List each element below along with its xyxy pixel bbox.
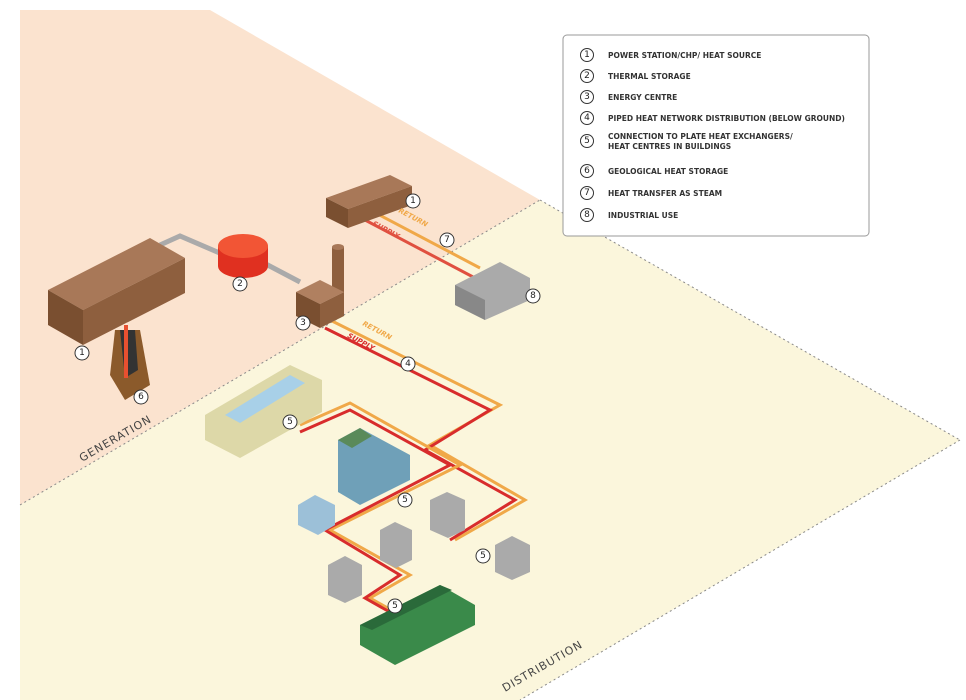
legend-label: THERMAL STORAGE bbox=[608, 72, 691, 81]
marker: 5 bbox=[476, 549, 490, 563]
legend-item: 4 bbox=[581, 112, 594, 125]
thermal-storage bbox=[218, 234, 268, 278]
legend: 1 POWER STATION/CHP/ HEAT SOURCE 2 THERMAL … bbox=[563, 35, 869, 236]
legend-item: 1 bbox=[581, 49, 594, 62]
legend-number: 2 bbox=[584, 71, 590, 81]
marker: 2 bbox=[233, 277, 247, 291]
marker: 8 bbox=[526, 289, 540, 303]
legend-item: 8 bbox=[581, 209, 594, 222]
marker: 6 bbox=[134, 390, 148, 404]
marker: 4 bbox=[401, 357, 415, 371]
legend-number: 5 bbox=[584, 136, 590, 146]
legend-label: ENERGY CENTRE bbox=[608, 93, 677, 102]
legend-number: 1 bbox=[584, 50, 590, 60]
marker-number: 4 bbox=[405, 359, 411, 369]
heat-network-diagram: 1 POWER STATION/CHP/ HEAT SOURCE 2 THERMAL … bbox=[0, 0, 966, 700]
legend-label: HEAT TRANSFER AS STEAM bbox=[608, 189, 722, 198]
legend-number: 4 bbox=[584, 113, 590, 123]
marker: 5 bbox=[388, 599, 402, 613]
legend-item: 2 bbox=[581, 70, 594, 83]
marker-number: 5 bbox=[287, 417, 293, 427]
marker-number: 2 bbox=[237, 279, 243, 289]
marker: 1 bbox=[75, 346, 89, 360]
legend-label: INDUSTRIAL USE bbox=[608, 211, 678, 220]
marker: 1 bbox=[406, 194, 420, 208]
marker-number: 1 bbox=[410, 196, 416, 206]
legend-item: 7 bbox=[581, 187, 594, 200]
marker: 7 bbox=[440, 233, 454, 247]
legend-number: 6 bbox=[584, 166, 590, 176]
marker-number: 8 bbox=[530, 291, 536, 301]
legend-item: 3 bbox=[581, 91, 594, 104]
marker-number: 7 bbox=[444, 235, 450, 245]
legend-label: POWER STATION/CHP/ HEAT SOURCE bbox=[608, 51, 761, 60]
legend-label: GEOLOGICAL HEAT STORAGE bbox=[608, 167, 728, 176]
legend-number: 3 bbox=[584, 92, 590, 102]
marker-number: 5 bbox=[392, 601, 398, 611]
legend-label: HEAT CENTRES IN BUILDINGS bbox=[608, 142, 731, 151]
legend-label: CONNECTION TO PLATE HEAT EXCHANGERS/ bbox=[608, 132, 793, 141]
legend-item: 5 bbox=[581, 135, 594, 148]
marker-number: 1 bbox=[79, 348, 85, 358]
marker-number: 5 bbox=[402, 495, 408, 505]
marker: 5 bbox=[398, 493, 412, 507]
marker-number: 3 bbox=[300, 318, 306, 328]
legend-number: 7 bbox=[584, 188, 590, 198]
marker-number: 5 bbox=[480, 551, 486, 561]
marker: 5 bbox=[283, 415, 297, 429]
legend-label: PIPED HEAT NETWORK DISTRIBUTION (BELOW G… bbox=[608, 114, 845, 123]
legend-number: 8 bbox=[584, 210, 590, 220]
legend-item: 6 bbox=[581, 165, 594, 178]
marker-number: 6 bbox=[138, 392, 144, 402]
marker: 3 bbox=[296, 316, 310, 330]
